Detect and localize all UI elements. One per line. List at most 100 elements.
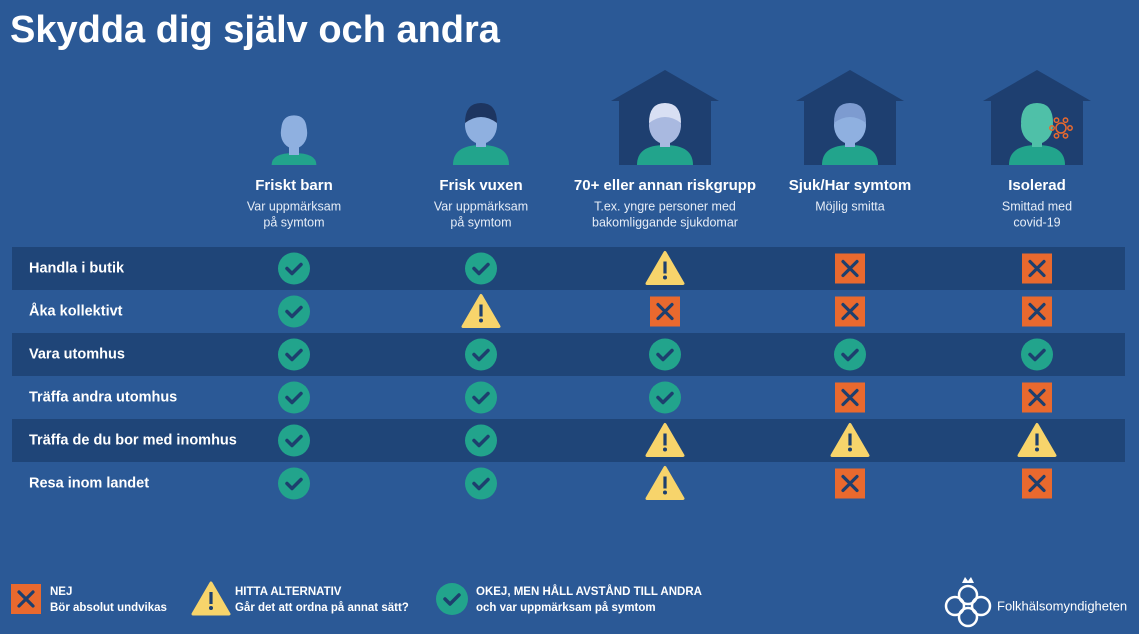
warn-bar (663, 261, 667, 274)
ok-circle (834, 338, 866, 371)
ok-circle (465, 338, 497, 371)
status-icon-warn (645, 251, 685, 285)
row-label: Resa inom landet (29, 475, 149, 491)
logo-text: Folkhälsomyndigheten (997, 598, 1127, 613)
virus-dot (1053, 132, 1060, 139)
avatar (983, 70, 1091, 165)
avatar (453, 103, 509, 165)
warn-bar (848, 433, 852, 446)
row-band (12, 419, 1125, 462)
status-icon-no (1022, 468, 1052, 499)
no-cross (656, 302, 674, 321)
status-icon-no (11, 584, 41, 614)
warn-dot (209, 606, 213, 610)
row-label: Åka kollektivt (29, 302, 123, 319)
column-subtitle: Smittad med (1002, 199, 1072, 213)
ok-check (841, 348, 859, 362)
ok-check (656, 391, 674, 405)
logo-mark (944, 577, 992, 628)
no-cross (1028, 259, 1046, 278)
column-subtitle: covid-19 (1013, 215, 1060, 229)
virus-dot (1049, 125, 1055, 131)
legend-title: HITTA ALTERNATIV (235, 586, 342, 598)
status-icon-warn (1017, 423, 1057, 457)
ok-circle (278, 424, 310, 457)
ok-check (285, 305, 303, 319)
warn-bar (1035, 433, 1039, 446)
status-icon-ok (465, 381, 497, 414)
status-icon-ok (278, 252, 310, 285)
status-icon-warn (645, 423, 685, 457)
status-icon-no (835, 468, 865, 499)
status-icon-ok (649, 381, 681, 414)
ok-check (472, 262, 490, 276)
warn-bar (479, 304, 483, 317)
virus-dot (1067, 125, 1073, 131)
legend-text: Bör absolut undvikas (50, 602, 167, 614)
warn-dot (1035, 447, 1039, 452)
status-icon-warn (191, 581, 231, 616)
status-icon-ok (278, 338, 310, 371)
row-band (12, 247, 1125, 290)
ok-check (285, 477, 303, 491)
column-name: Frisk vuxen (439, 177, 522, 194)
legend-text: och var uppmärksam på symtom (476, 602, 656, 614)
column-subtitle: Möjlig smitta (815, 199, 885, 213)
no-cross (841, 388, 859, 407)
ok-circle (649, 381, 681, 414)
no-cross (1028, 302, 1046, 321)
row-label: Handla i butik (29, 260, 125, 276)
no-cross (841, 474, 859, 493)
status-icon-no (835, 253, 865, 284)
virus-dot (1062, 132, 1069, 139)
ok-circle (465, 252, 497, 285)
ok-circle (465, 467, 497, 500)
ok-circle (278, 295, 310, 328)
status-icon-no (650, 296, 680, 327)
ok-check (656, 348, 674, 362)
status-icon-ok (278, 467, 310, 500)
ok-check (285, 348, 303, 362)
column-subtitle: bakomliggande sjukdomar (592, 215, 738, 229)
title: Skydda dig själv och andra (10, 9, 501, 51)
column-subtitle: Var uppmärksam (434, 199, 528, 213)
virus (1055, 122, 1067, 134)
ok-circle (465, 381, 497, 414)
column-name: Isolerad (1008, 177, 1066, 194)
status-icon-ok (834, 338, 866, 371)
ok-circle (278, 252, 310, 285)
hair (465, 103, 497, 123)
ok-circle (436, 583, 468, 615)
status-icon-ok (465, 467, 497, 500)
status-icon-ok (649, 338, 681, 371)
column-subtitle: T.ex. yngre personer med (594, 199, 736, 213)
status-icon-ok (278, 424, 310, 457)
column-subtitle: Var uppmärksam (247, 199, 341, 213)
warn-dot (663, 275, 667, 280)
body (822, 145, 878, 165)
column-name: 70+ eller annan riskgrupp (574, 177, 756, 194)
hair (834, 103, 866, 123)
virus-dot (1062, 117, 1069, 124)
no-cross (1028, 388, 1046, 407)
hair (649, 103, 681, 123)
ok-circle (649, 338, 681, 371)
status-icon-warn (461, 294, 501, 328)
ok-circle (278, 338, 310, 371)
legend-title: NEJ (50, 586, 72, 598)
body (453, 145, 509, 165)
warn-bar (663, 476, 667, 489)
warn-dot (848, 447, 852, 452)
status-icon-ok (1021, 338, 1053, 371)
column-subtitle: på symtom (263, 215, 324, 229)
ok-check (443, 593, 461, 606)
legend-title: OKEJ, MEN HÅLL AVSTÅND TILL ANDRA (476, 585, 702, 598)
status-icon-ok (278, 295, 310, 328)
legend-text: Går det att ordna på annat sätt? (235, 602, 409, 614)
avatar (611, 70, 719, 165)
ok-check (472, 477, 490, 491)
no-cross (1028, 474, 1046, 493)
status-icon-no (835, 296, 865, 327)
